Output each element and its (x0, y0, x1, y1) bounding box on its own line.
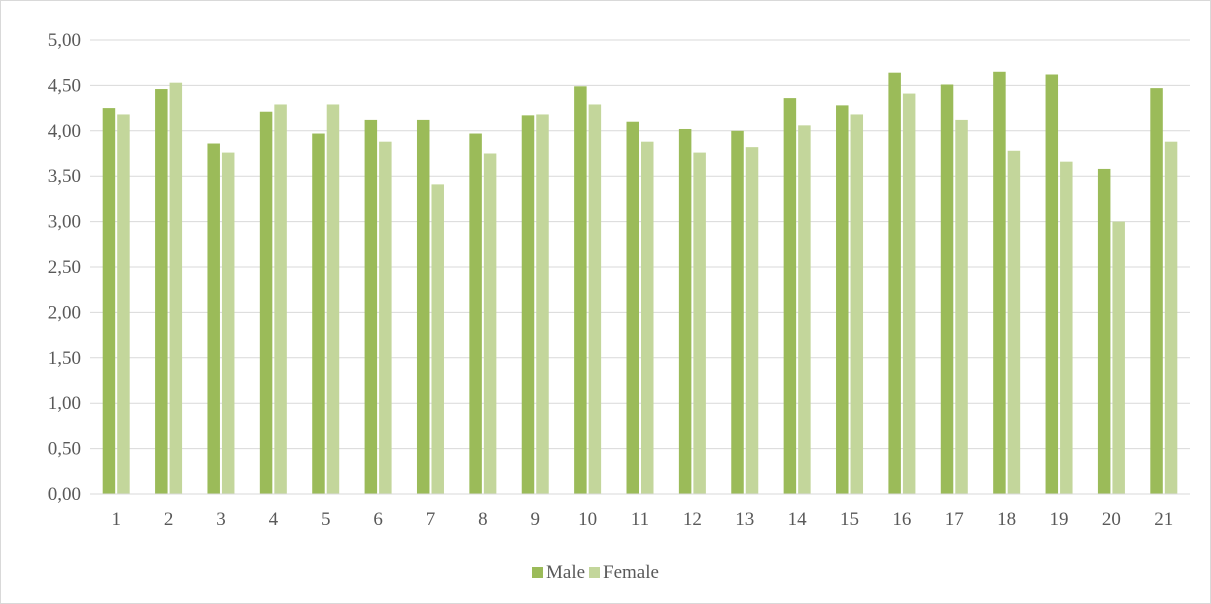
bar-male-6 (364, 119, 378, 495)
bar-male-14 (783, 98, 797, 494)
x-tick-label: 2 (164, 509, 174, 530)
gridlines (90, 39, 1190, 450)
x-tick-label: 18 (997, 509, 1016, 530)
bar-female-6 (379, 141, 392, 495)
bar-male-5 (312, 133, 325, 495)
y-tick-label: 4,50 (48, 75, 81, 96)
bar-male-9 (521, 115, 535, 494)
bar-male-13 (731, 130, 744, 495)
bar-female-20 (1112, 221, 1125, 494)
y-tick-label: 5,00 (48, 30, 81, 51)
bar-female-14 (798, 125, 811, 495)
legend-swatch-male (532, 567, 543, 578)
bar-male-12 (678, 128, 692, 494)
y-tick-label: 4,00 (48, 121, 81, 142)
bars (102, 71, 1178, 495)
bar-male-1 (102, 108, 116, 494)
x-tick-label: 5 (321, 509, 331, 530)
x-tick-label: 13 (735, 509, 754, 530)
bar-female-11 (641, 141, 654, 495)
bar-female-15 (850, 114, 864, 495)
bar-female-10 (588, 104, 602, 494)
bar-female-12 (693, 152, 706, 495)
bar-male-8 (469, 133, 482, 495)
bar-female-18 (1007, 150, 1021, 494)
y-tick-label: 1,50 (48, 348, 81, 369)
bar-male-18 (993, 71, 1006, 494)
x-tick-label: 19 (1050, 509, 1069, 530)
y-axis-ticks: 0,00 0,50 1,00 1,50 2,00 2,50 3,00 3,50 4,00 4,50… (48, 30, 81, 505)
bar-female-21 (1164, 141, 1178, 495)
bar-male-17 (940, 84, 954, 494)
bar-female-13 (745, 147, 759, 495)
x-tick-label: 15 (840, 509, 859, 530)
x-tick-label: 12 (683, 509, 702, 530)
bar-female-16 (902, 93, 916, 495)
x-tick-label: 11 (631, 509, 649, 530)
x-tick-label: 10 (578, 509, 597, 530)
y-tick-label: 2,00 (48, 302, 81, 323)
x-tick-label: 8 (478, 509, 488, 530)
bar-female-4 (274, 104, 287, 494)
bar-female-19 (1060, 161, 1073, 494)
legend-label-male: Male (546, 562, 585, 583)
bar-male-15 (836, 105, 849, 494)
bar-male-21 (1150, 88, 1163, 495)
bar-male-4 (259, 111, 273, 495)
x-tick-label: 17 (945, 509, 964, 530)
bar-male-7 (416, 119, 430, 495)
bar-female-3 (221, 152, 235, 495)
bar-female-9 (536, 114, 549, 495)
y-tick-label: 0,50 (48, 439, 81, 460)
x-tick-label: 21 (1154, 509, 1173, 530)
x-tick-label: 4 (269, 509, 279, 530)
x-tick-label: 16 (892, 509, 911, 530)
x-axis-ticks: 1 2 3 4 5 6 7 8 9 10 11 12 13 14 15 16 17 18 19 20 21 (111, 509, 1173, 530)
bar-male-3 (207, 143, 220, 494)
bar-female-8 (483, 153, 497, 494)
y-tick-label: 2,50 (48, 257, 81, 278)
bar-male-19 (1045, 74, 1059, 494)
legend-label-female: Female (603, 562, 659, 583)
bar-female-1 (117, 114, 130, 495)
bar-male-2 (155, 89, 168, 495)
x-tick-label: 1 (111, 509, 121, 530)
bar-male-10 (574, 86, 587, 495)
x-tick-label: 20 (1102, 509, 1121, 530)
bar-female-17 (955, 119, 968, 495)
y-tick-label: 3,00 (48, 212, 81, 233)
y-tick-label: 0,00 (48, 484, 81, 505)
bar-female-5 (326, 104, 340, 494)
x-tick-label: 7 (426, 509, 436, 530)
bar-male-16 (888, 72, 901, 495)
legend: Male Female (532, 562, 659, 583)
bar-male-20 (1097, 168, 1111, 494)
x-tick-label: 9 (530, 509, 540, 530)
legend-swatch-female (589, 567, 600, 578)
bar-female-7 (431, 184, 444, 494)
bar-female-2 (169, 82, 183, 495)
x-tick-label: 14 (788, 509, 808, 530)
x-tick-label: 6 (373, 509, 383, 530)
y-tick-label: 3,50 (48, 166, 81, 187)
x-tick-label: 3 (216, 509, 226, 530)
bar-male-11 (626, 121, 639, 494)
y-tick-label: 1,00 (48, 393, 81, 414)
